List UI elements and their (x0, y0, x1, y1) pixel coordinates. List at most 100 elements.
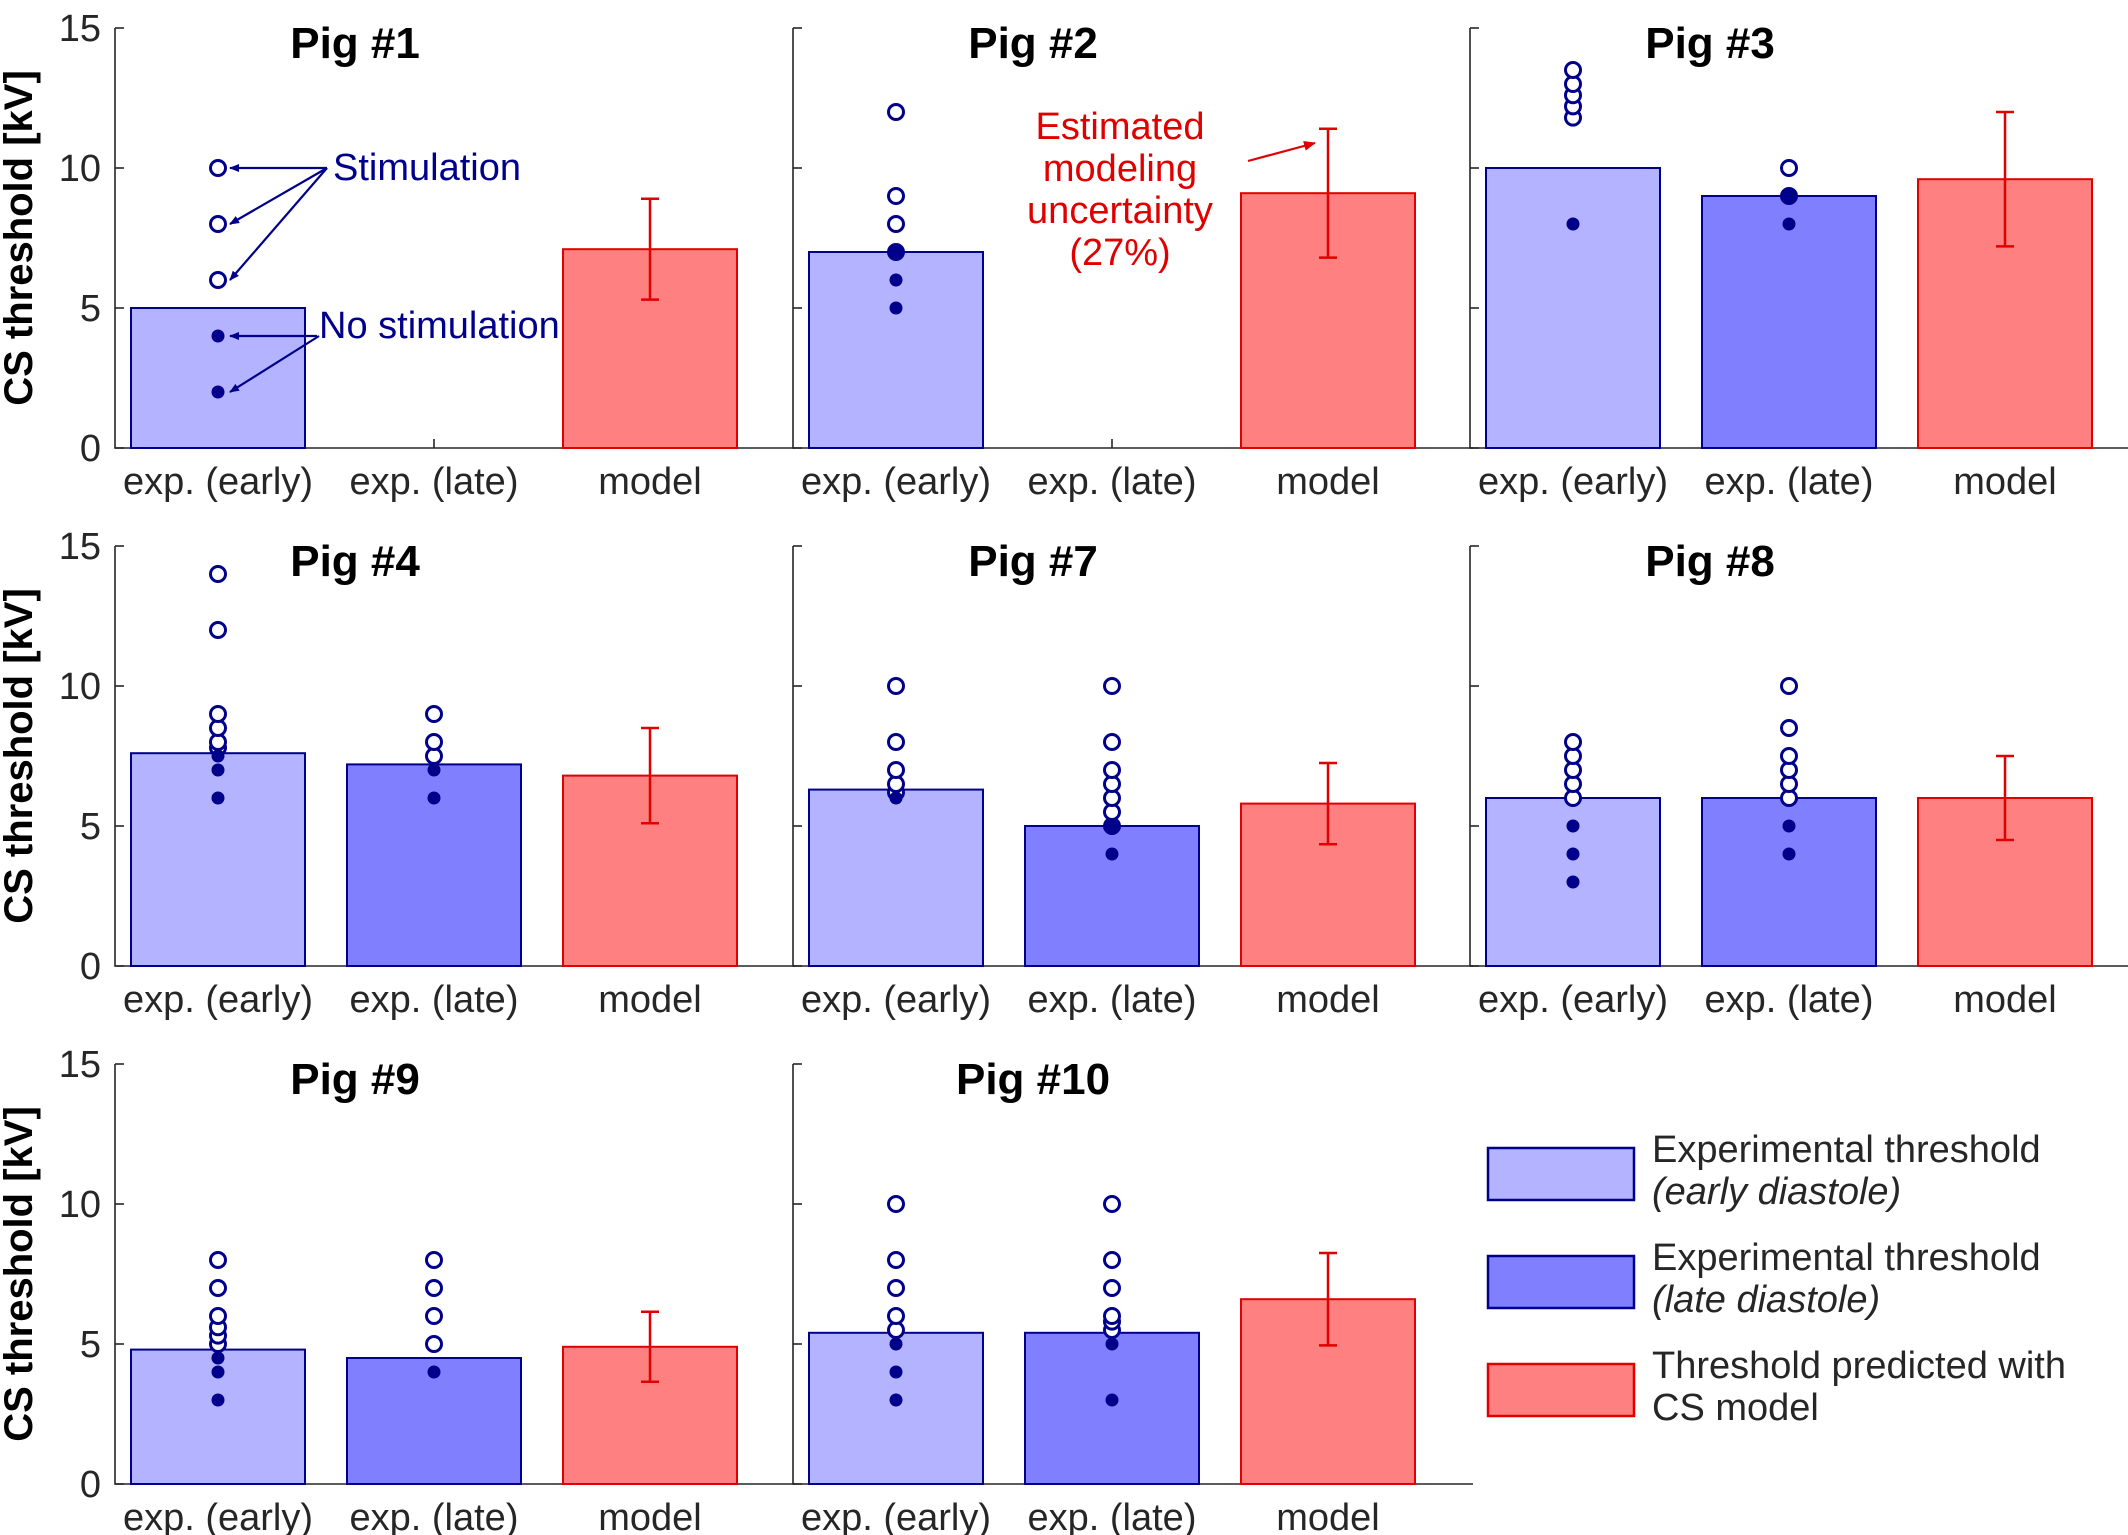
legend-label: Experimental threshold (1652, 1237, 2041, 1279)
y-tick-label: 15 (59, 526, 101, 568)
x-tick-label: model (1276, 1497, 1380, 1535)
panel-pig: exp. (early) exp. (late) model Pig #8 (1469, 537, 2128, 1021)
bar-exp-late (346, 1357, 522, 1485)
point-stimulation-late (1103, 733, 1121, 751)
point-no-stimulation-late (1105, 1393, 1119, 1407)
legend-label: (early diastole) (1652, 1171, 1901, 1213)
point-stimulation-early (887, 103, 905, 121)
panel-title: Pig #10 (956, 1055, 1110, 1104)
panel-pig: exp. (early) exp. (late) model Pig #10 (792, 1055, 1473, 1535)
bar-exp-early (130, 307, 306, 449)
point-no-stimulation-early (211, 1393, 225, 1407)
point-stimulation-early (1564, 733, 1582, 751)
legend-swatch (1486, 1362, 1636, 1418)
y-tick-label: 5 (80, 288, 101, 330)
point-stimulation-late (1103, 761, 1121, 779)
point-no-stimulation-early (211, 329, 225, 343)
bar-exp-early (130, 752, 306, 967)
point-stimulation-early (209, 215, 227, 233)
x-tick-label: model (1276, 979, 1380, 1021)
x-tick-label: exp. (late) (1028, 979, 1197, 1021)
y-tick-label: 10 (59, 666, 101, 708)
annotation-no-stimulation: No stimulation (319, 305, 560, 347)
point-stimulation-early (209, 159, 227, 177)
legend-label: Experimental threshold (1652, 1129, 2041, 1171)
point-no-stimulation-early (889, 1365, 903, 1379)
panel-title: Pig #7 (968, 537, 1098, 586)
bar-exp-early (1485, 167, 1661, 449)
point-no-stimulation-late (1105, 1337, 1119, 1351)
panel-pig: exp. (early) exp. (late) model Pig #3 (1469, 19, 2128, 503)
bar-exp-early (808, 788, 984, 967)
bar-exp-early (808, 1331, 984, 1485)
x-tick-label: model (1953, 461, 2057, 503)
x-tick-label: exp. (early) (123, 979, 313, 1021)
point-stimulation-early (887, 677, 905, 695)
point-no-stimulation-late (427, 763, 441, 777)
bar-exp-late (1024, 1331, 1200, 1485)
point-stimulation-early (209, 1251, 227, 1269)
x-tick-label: model (1276, 461, 1380, 503)
point-no-stimulation-late (427, 1365, 441, 1379)
point-stimulation-early (209, 1279, 227, 1297)
legend-label: Threshold predicted with (1652, 1345, 2066, 1387)
y-axis-label: CS threshold [kV] (0, 1106, 41, 1442)
panel-title: Pig #1 (290, 19, 420, 68)
point-no-stimulation-late (427, 791, 441, 805)
point-stimulation-late (1103, 1195, 1121, 1213)
x-tick-label: exp. (early) (123, 1497, 313, 1535)
point-stimulation-late (1780, 747, 1798, 765)
panel-title: Pig #2 (968, 19, 1098, 68)
point-stimulation-late (1103, 677, 1121, 695)
annotation-arrow-no-stimulation (229, 335, 320, 393)
y-axis-label: CS threshold [kV] (0, 70, 41, 406)
x-tick-label: model (598, 1497, 702, 1535)
point-stimulation-late (425, 1251, 443, 1269)
point-no-stimulation-early (211, 749, 225, 763)
panel-title: Pig #3 (1645, 19, 1775, 68)
point-no-stimulation-early (1566, 819, 1580, 833)
point-stimulation-late (425, 705, 443, 723)
annotation-uncertainty-line: Estimated (1036, 106, 1205, 148)
point-no-stimulation-early (211, 1351, 225, 1365)
x-tick-label: exp. (early) (1478, 979, 1668, 1021)
point-stimulation-early (887, 187, 905, 205)
point-no-stimulation-late (1782, 819, 1796, 833)
point-no-stimulation-late (1105, 847, 1119, 861)
panel-pig: 0 5 10 15 exp. (early) exp. (late) model Pig #4 (59, 526, 795, 1021)
point-stimulation-early (887, 1251, 905, 1269)
y-axis-label: CS threshold [kV] (0, 588, 41, 924)
annotation-arrow-stimulation (229, 167, 328, 225)
point-no-stimulation-early (211, 763, 225, 777)
annotation-arrow-stimulation (229, 167, 328, 281)
y-tick-label: 15 (59, 1044, 101, 1086)
bar-exp-late (1024, 825, 1200, 967)
y-tick-label: 10 (59, 1184, 101, 1226)
x-tick-label: exp. (late) (1028, 1497, 1197, 1535)
x-tick-label: exp. (late) (1028, 461, 1197, 503)
point-no-stimulation-early (889, 273, 903, 287)
point-stimulation-late (1780, 677, 1798, 695)
x-tick-label: model (598, 979, 702, 1021)
x-tick-label: exp. (late) (350, 979, 519, 1021)
panel-pig: exp. (early) exp. (late) model Pig #7 (792, 537, 1473, 1021)
x-tick-label: model (598, 461, 702, 503)
point-stimulation-late (1103, 1251, 1121, 1269)
point-stimulation-late (425, 1335, 443, 1353)
y-tick-label: 0 (80, 1464, 101, 1506)
x-tick-label: exp. (early) (801, 979, 991, 1021)
point-stimulation-early (1564, 61, 1582, 79)
point-no-stimulation-late (1782, 217, 1796, 231)
annotation-uncertainty-line: uncertainty (1027, 190, 1213, 232)
point-no-stimulation-late (1105, 819, 1119, 833)
x-tick-label: exp. (early) (1478, 461, 1668, 503)
legend-swatch (1486, 1146, 1636, 1202)
y-tick-label: 15 (59, 8, 101, 50)
point-stimulation-early (887, 1195, 905, 1213)
x-tick-label: model (1953, 979, 2057, 1021)
annotation-uncertainty-line: modeling (1043, 148, 1197, 190)
x-tick-label: exp. (late) (350, 1497, 519, 1535)
x-tick-label: exp. (early) (801, 1497, 991, 1535)
point-stimulation-late (425, 733, 443, 751)
